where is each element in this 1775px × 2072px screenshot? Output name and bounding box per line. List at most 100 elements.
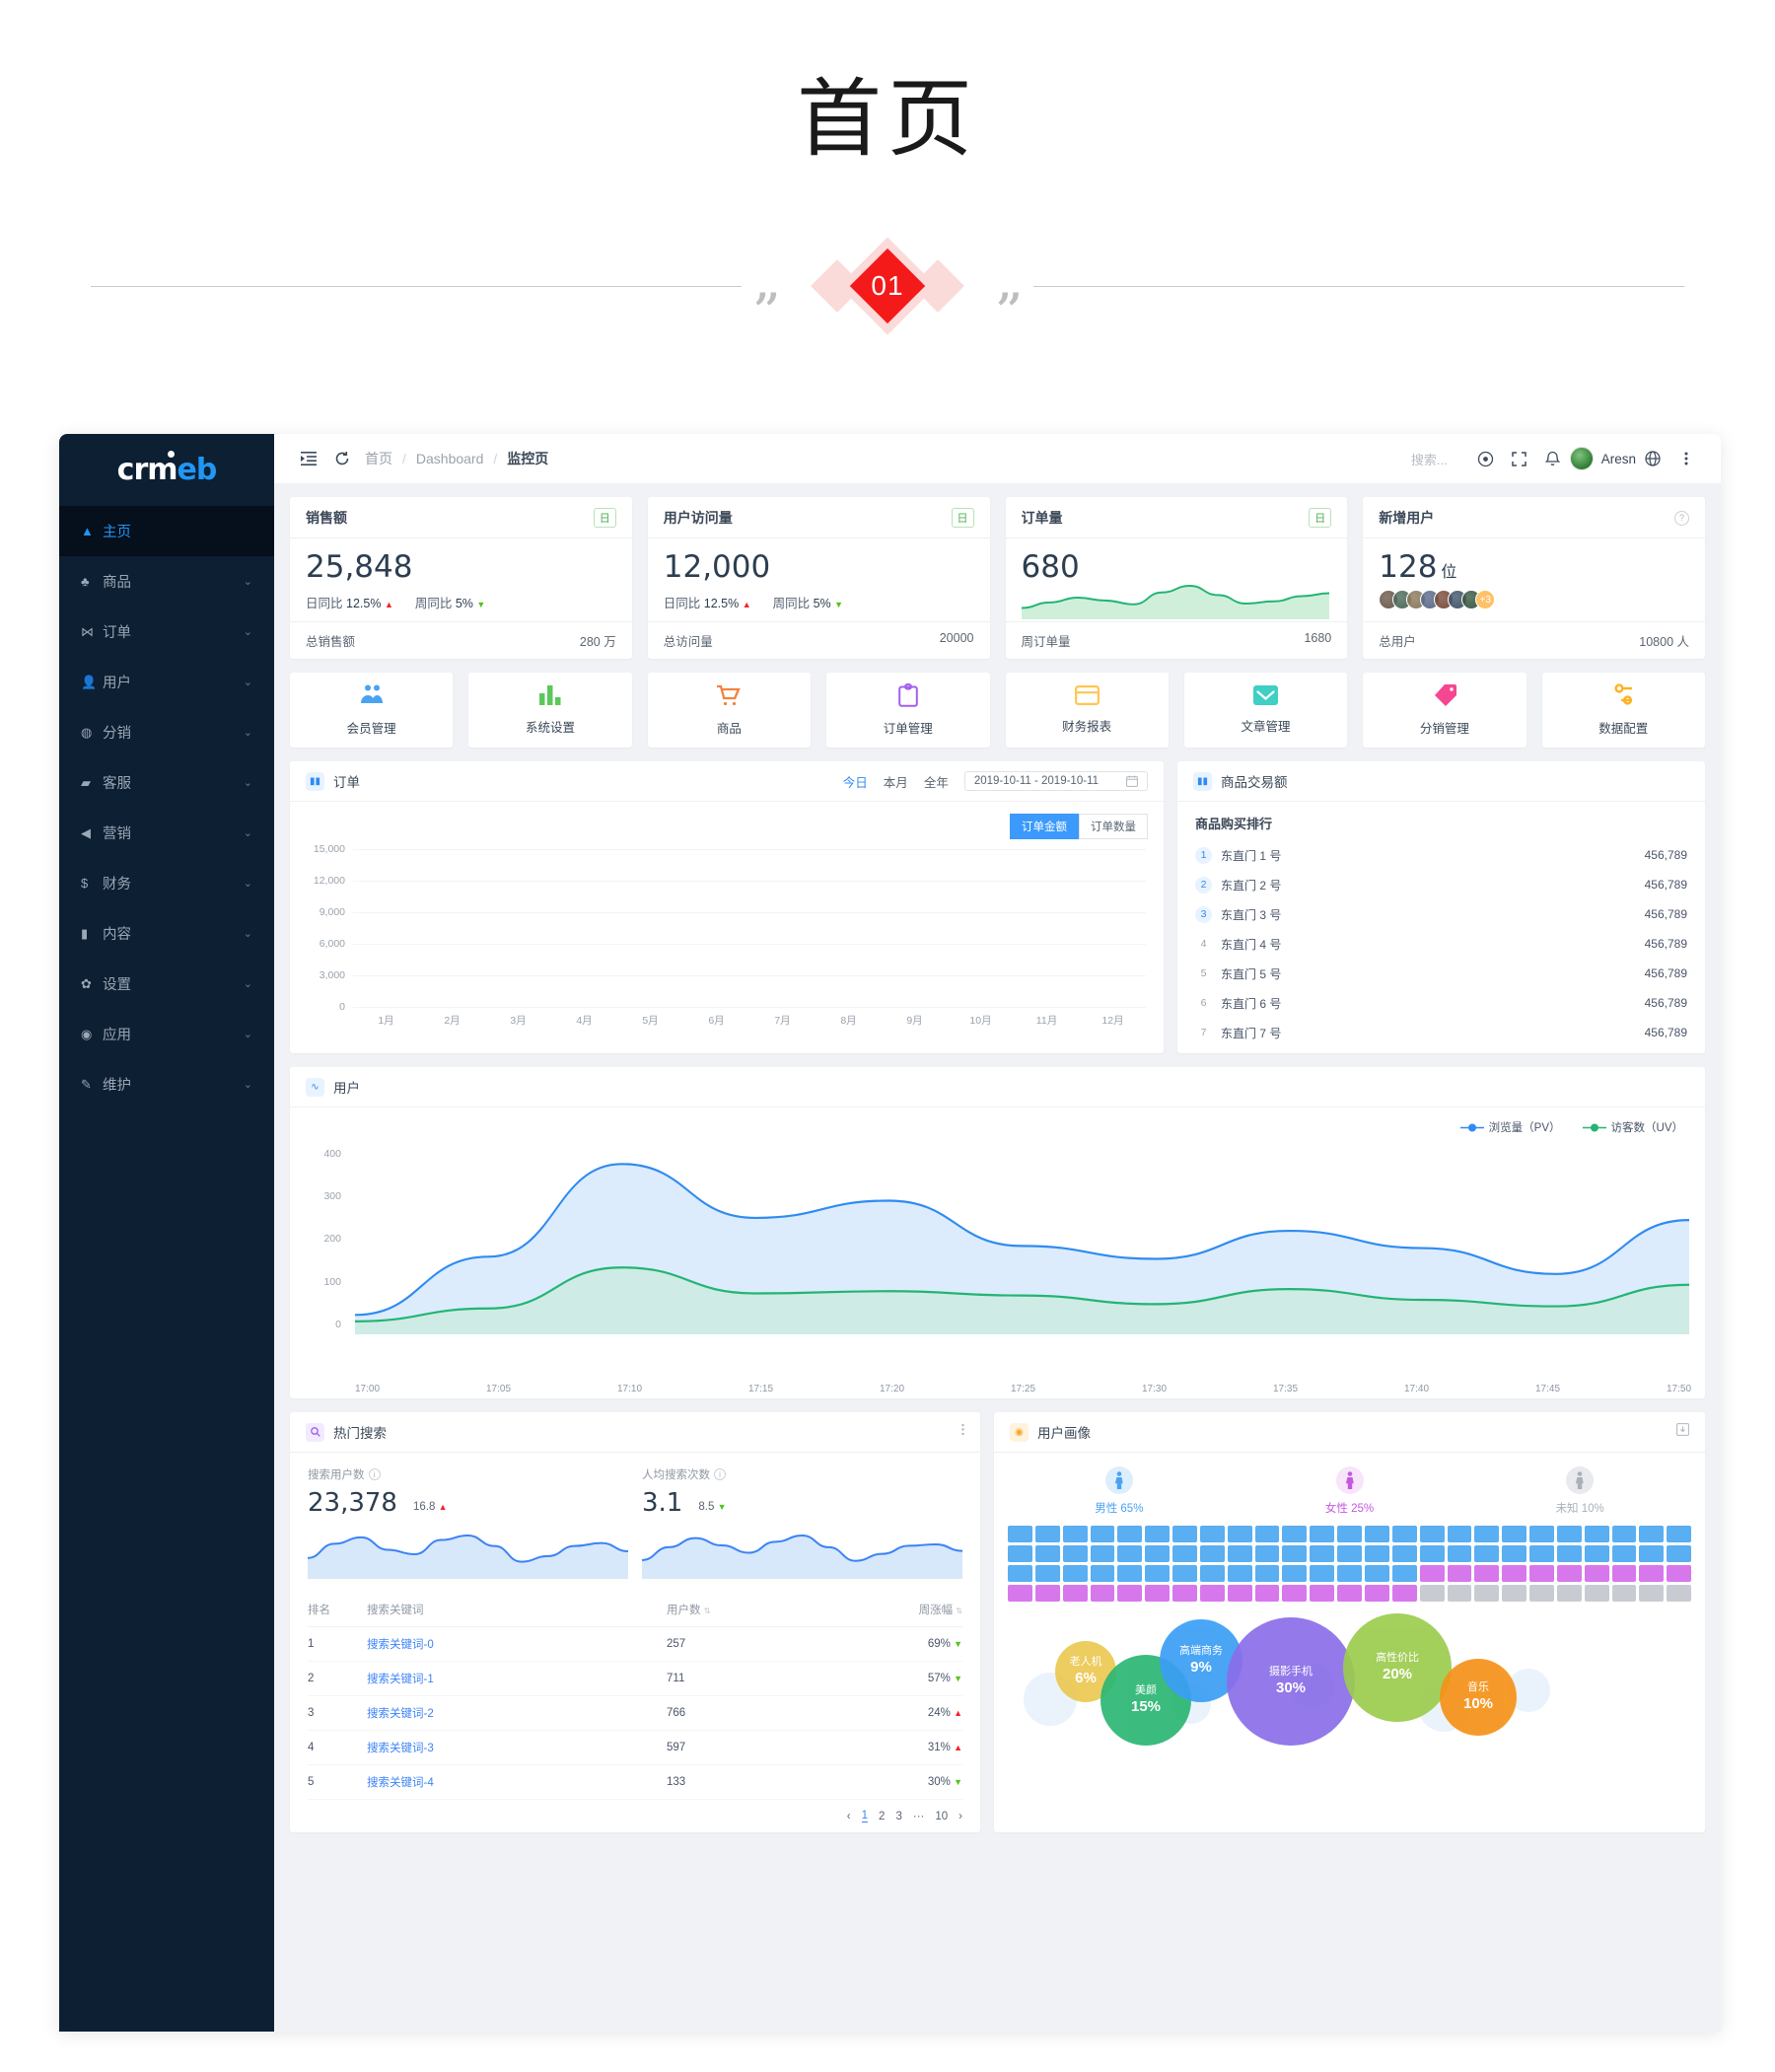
gender-grid-row <box>1008 1545 1692 1562</box>
trend-up-icon: ▲ <box>954 1743 962 1752</box>
chevron-down-icon: ⌄ <box>243 1079 252 1091</box>
x-axis-label: 17:35 <box>1273 1384 1299 1394</box>
table-row[interactable]: 4 搜索关键词-3 597 31% ▲ <box>308 1730 962 1765</box>
quick-action-3[interactable]: 订单管理 <box>826 673 990 748</box>
target-icon[interactable] <box>1469 442 1503 475</box>
range-today[interactable]: 今日 <box>842 775 868 790</box>
bubble-1[interactable]: 美颜 15% <box>1100 1655 1191 1746</box>
sidebar-item-3[interactable]: 👤 用户 ⌄ <box>59 657 274 707</box>
export-icon[interactable] <box>1676 1423 1689 1441</box>
quick-action-6[interactable]: 分销管理 <box>1363 673 1526 748</box>
gender-grid-cell <box>1117 1545 1143 1562</box>
more-vertical-icon[interactable] <box>961 1423 964 1441</box>
globe-icon[interactable] <box>1636 442 1669 475</box>
quick-action-2[interactable]: 商品 <box>647 673 812 748</box>
bubble-5[interactable]: 音乐 10% <box>1440 1659 1517 1736</box>
sidebar-item-1[interactable]: ♣ 商品 ⌄ <box>59 556 274 607</box>
ranking-row[interactable]: 6 东直门 6 号 456,789 <box>1195 988 1687 1018</box>
page-10[interactable]: 10 <box>935 1810 949 1822</box>
col-users-label: 用户数 <box>667 1605 701 1616</box>
bell-icon[interactable] <box>1536 442 1570 475</box>
gender-grid-cell <box>1556 1526 1582 1542</box>
page-3[interactable]: 3 <box>895 1810 902 1822</box>
day-badge[interactable]: 日 <box>593 508 616 528</box>
home-icon: ▲ <box>81 524 94 538</box>
day-badge[interactable]: 日 <box>1309 508 1332 528</box>
chart-series-toggle: 订单金额 订单数量 <box>306 814 1148 839</box>
gender-grid-cell <box>1474 1585 1500 1602</box>
ranking-row[interactable]: 5 东直门 5 号 456,789 <box>1195 959 1687 988</box>
bubble-4[interactable]: 高性价比 20% <box>1343 1613 1452 1722</box>
col-users[interactable]: 用户数 ⇅ <box>667 1593 854 1627</box>
help-icon[interactable]: ? <box>1674 510 1689 526</box>
ranking-row[interactable]: 7 东直门 7 号 456,789 <box>1195 1018 1687 1047</box>
cell-keyword[interactable]: 搜索关键词-1 <box>367 1661 667 1696</box>
ranking-row[interactable]: 2 东直门 2 号 456,789 <box>1195 870 1687 899</box>
sidebar-item-10[interactable]: ◉ 应用 ⌄ <box>59 1009 274 1059</box>
page-›[interactable]: › <box>958 1810 962 1822</box>
sidebar-item-5[interactable]: ▰ 客服 ⌄ <box>59 757 274 808</box>
date-range-value: 2019-10-11 - 2019-10-11 <box>973 775 1099 787</box>
quick-action-7[interactable]: 数据配置 <box>1541 673 1705 748</box>
page-2[interactable]: 2 <box>879 1810 886 1822</box>
fullscreen-icon[interactable] <box>1503 442 1536 475</box>
table-row[interactable]: 1 搜索关键词-0 257 69% ▼ <box>308 1626 962 1662</box>
legend-pv[interactable]: 浏览量（PV） <box>1459 1119 1561 1135</box>
table-row[interactable]: 5 搜索关键词-4 133 30% ▼ <box>308 1764 962 1800</box>
bubble-label: 摄影手机 <box>1269 1665 1313 1678</box>
col-growth[interactable]: 周涨幅 ⇅ <box>854 1593 962 1627</box>
table-row[interactable]: 2 搜索关键词-1 711 57% ▼ <box>308 1661 962 1696</box>
ranking-row[interactable]: 4 东直门 4 号 456,789 <box>1195 929 1687 959</box>
page-1[interactable]: 1 <box>861 1810 869 1822</box>
sidebar-item-11[interactable]: ✎ 维护 ⌄ <box>59 1059 274 1109</box>
cell-keyword[interactable]: 搜索关键词-0 <box>367 1626 667 1662</box>
page-‹[interactable]: ‹ <box>846 1810 851 1822</box>
breadcrumb-item-home[interactable]: 首页 <box>365 451 392 466</box>
table-row[interactable]: 3 搜索关键词-2 766 24% ▲ <box>308 1695 962 1731</box>
gender-grid-cell <box>1529 1565 1554 1582</box>
rule-right <box>1032 285 1684 287</box>
cell-keyword[interactable]: 搜索关键词-2 <box>367 1695 667 1731</box>
ranking-row[interactable]: 3 东直门 3 号 456,789 <box>1195 899 1687 929</box>
gender-grid-cell <box>1529 1526 1554 1542</box>
range-year[interactable]: 全年 <box>923 775 949 790</box>
gender-grid-cell <box>1282 1526 1308 1542</box>
segment-count[interactable]: 订单数量 <box>1079 814 1148 839</box>
segment-amount[interactable]: 订单金额 <box>1010 814 1079 839</box>
gender-grid-cell <box>1364 1565 1389 1582</box>
bubble-3[interactable]: 摄影手机 30% <box>1227 1617 1355 1746</box>
quick-action-5[interactable]: 文章管理 <box>1183 673 1348 748</box>
chevron-down-icon: ⌄ <box>243 727 252 739</box>
sidebar-item-4[interactable]: ◍ 分销 ⌄ <box>59 707 274 757</box>
breadcrumb-item-dashboard[interactable]: Dashboard <box>415 451 484 466</box>
page-···[interactable]: ··· <box>912 1810 925 1822</box>
trend-down-icon: ▼ <box>476 600 486 610</box>
logo[interactable]: crmeb <box>59 434 274 506</box>
day-badge[interactable]: 日 <box>951 508 974 528</box>
range-month[interactable]: 本月 <box>883 775 908 790</box>
sidebar-item-8[interactable]: ▮ 内容 ⌄ <box>59 908 274 959</box>
gender-grid-cell <box>1667 1585 1692 1602</box>
info-icon[interactable]: i <box>714 1468 726 1480</box>
user-menu[interactable]: Aresn <box>1569 447 1636 470</box>
sidebar-item-0[interactable]: ▲ 主页 <box>59 506 274 556</box>
quick-action-0[interactable]: 会员管理 <box>290 673 454 748</box>
sidebar-item-9[interactable]: ✿ 设置 ⌄ <box>59 959 274 1009</box>
sidebar-item-7[interactable]: $ 财务 ⌄ <box>59 858 274 908</box>
refresh-icon[interactable] <box>325 442 359 475</box>
ranking-row[interactable]: 1 东直门 1 号 456,789 <box>1195 840 1687 870</box>
more-vertical-icon[interactable] <box>1669 442 1703 475</box>
cell-keyword[interactable]: 搜索关键词-3 <box>367 1730 667 1765</box>
gridline <box>353 912 1146 913</box>
legend-uv[interactable]: 访客数（UV） <box>1582 1119 1683 1135</box>
info-icon[interactable]: i <box>368 1468 381 1480</box>
sidebar-item-6[interactable]: ◀ 营销 ⌄ <box>59 808 274 858</box>
date-range-picker[interactable]: 2019-10-11 - 2019-10-11 <box>963 771 1148 791</box>
sidebar-item-2[interactable]: ⋈ 订单 ⌄ <box>59 607 274 657</box>
cell-keyword[interactable]: 搜索关键词-4 <box>367 1764 667 1800</box>
menu-collapse-icon[interactable] <box>292 442 325 475</box>
quick-action-4[interactable]: 财务报表 <box>1005 673 1169 748</box>
bubble-percent: 10% <box>1462 1694 1494 1712</box>
quick-action-1[interactable]: 系统设置 <box>468 673 632 748</box>
search-label[interactable]: 搜索... <box>1410 452 1448 467</box>
